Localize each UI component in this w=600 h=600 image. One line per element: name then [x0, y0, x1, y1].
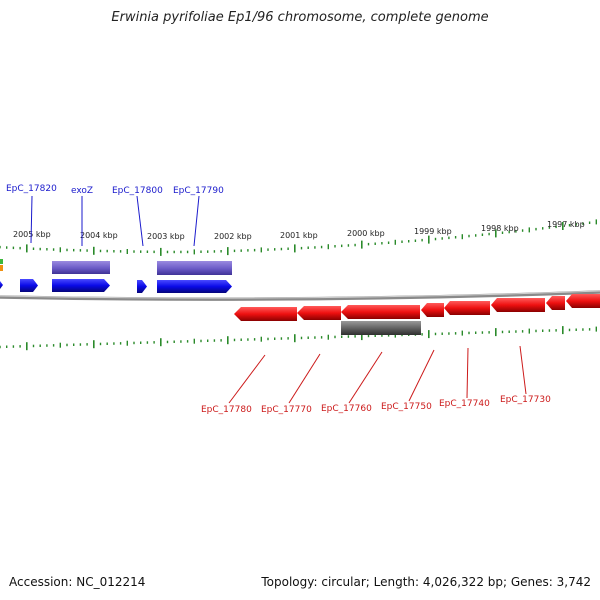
genome-stats-label: Topology: circular; Length: 4,026,322 bp… — [261, 575, 591, 589]
leader-line-EpC_17790 — [193, 195, 200, 247]
scale-label-2004: 2004 kbp — [80, 231, 118, 240]
scale-ticks-top — [0, 219, 597, 256]
genome-backbone-highlight — [0, 290, 600, 299]
gene-label-EpC_17790[interactable]: EpC_17790 — [173, 186, 224, 196]
map-title: Erwinia pyrifoliae Ep1/96 chromosome, co… — [111, 10, 489, 25]
gene-arrow-unlabeled-1[interactable] — [546, 296, 565, 310]
leader-line-EpC_17770 — [288, 353, 321, 404]
gene-arrow-EpC_17730[interactable] — [491, 298, 545, 312]
leader-line-EpC_17760 — [348, 351, 383, 404]
leader-line-EpC_17800 — [136, 195, 144, 247]
feature-bar-EpC_17760[interactable] — [341, 321, 421, 335]
gene-arrow-EpC_17740[interactable] — [444, 301, 490, 315]
scale-label-2005: 2005 kbp — [13, 230, 51, 239]
gene-arrow-EpC_17780[interactable] — [234, 307, 297, 321]
scale-label-2001: 2001 kbp — [280, 231, 318, 240]
gene-label-EpC_17730[interactable]: EpC_17730 — [500, 395, 551, 405]
scale-label-2000: 2000 kbp — [347, 229, 385, 238]
edge-feature-green[interactable] — [0, 259, 3, 264]
gene-arrow-EpC_17820[interactable] — [20, 279, 38, 292]
scale-ticks-bottom — [0, 326, 597, 351]
gene-arrow-EpC_17790[interactable] — [157, 280, 232, 293]
leader-line-EpC_17820 — [30, 195, 33, 244]
leader-line-EpC_17780 — [228, 354, 266, 404]
genome-backbone — [0, 290, 600, 301]
gene-label-EpC_17740[interactable]: EpC_17740 — [439, 399, 490, 409]
leader-line-EpC_17730 — [519, 345, 527, 395]
gene-arrow-EpC_17750[interactable] — [421, 303, 444, 317]
scale-label-1998: 1998 kbp — [481, 224, 519, 233]
leader-line-EpC_17740 — [466, 347, 469, 399]
feature-bar-exoZ[interactable] — [52, 261, 110, 274]
scale-label-2003: 2003 kbp — [147, 232, 185, 241]
gene-label-EpC_17760[interactable]: EpC_17760 — [321, 404, 372, 414]
scale-label-1999: 1999 kbp — [414, 227, 452, 236]
gene-label-EpC_17750[interactable]: EpC_17750 — [381, 402, 432, 412]
gene-arrow-EpC_17760[interactable] — [341, 305, 420, 319]
accession-label: Accession: NC_012214 — [9, 575, 146, 589]
leader-line-EpC_17750 — [408, 349, 435, 402]
scale-label-2002: 2002 kbp — [214, 232, 252, 241]
scale-label-1997: 1997 kbp — [547, 220, 585, 229]
gene-label-exoZ[interactable]: exoZ — [71, 186, 93, 196]
gene-label-EpC_17800[interactable]: EpC_17800 — [112, 186, 163, 196]
gene-label-EpC_17770[interactable]: EpC_17770 — [261, 405, 312, 415]
gene-arrow-unlabeled-2[interactable] — [566, 294, 600, 308]
gene-arrow-leftedge[interactable] — [0, 281, 3, 289]
edge-feature-orange[interactable] — [0, 265, 3, 271]
gene-label-EpC_17820[interactable]: EpC_17820 — [6, 184, 57, 194]
feature-bar-EpC_17790[interactable] — [157, 261, 232, 275]
gene-arrow-exoZ[interactable] — [52, 279, 110, 292]
gene-arrow-EpC_17800[interactable] — [137, 280, 147, 293]
gene-label-EpC_17780[interactable]: EpC_17780 — [201, 405, 252, 415]
gene-arrow-EpC_17770[interactable] — [297, 306, 341, 320]
